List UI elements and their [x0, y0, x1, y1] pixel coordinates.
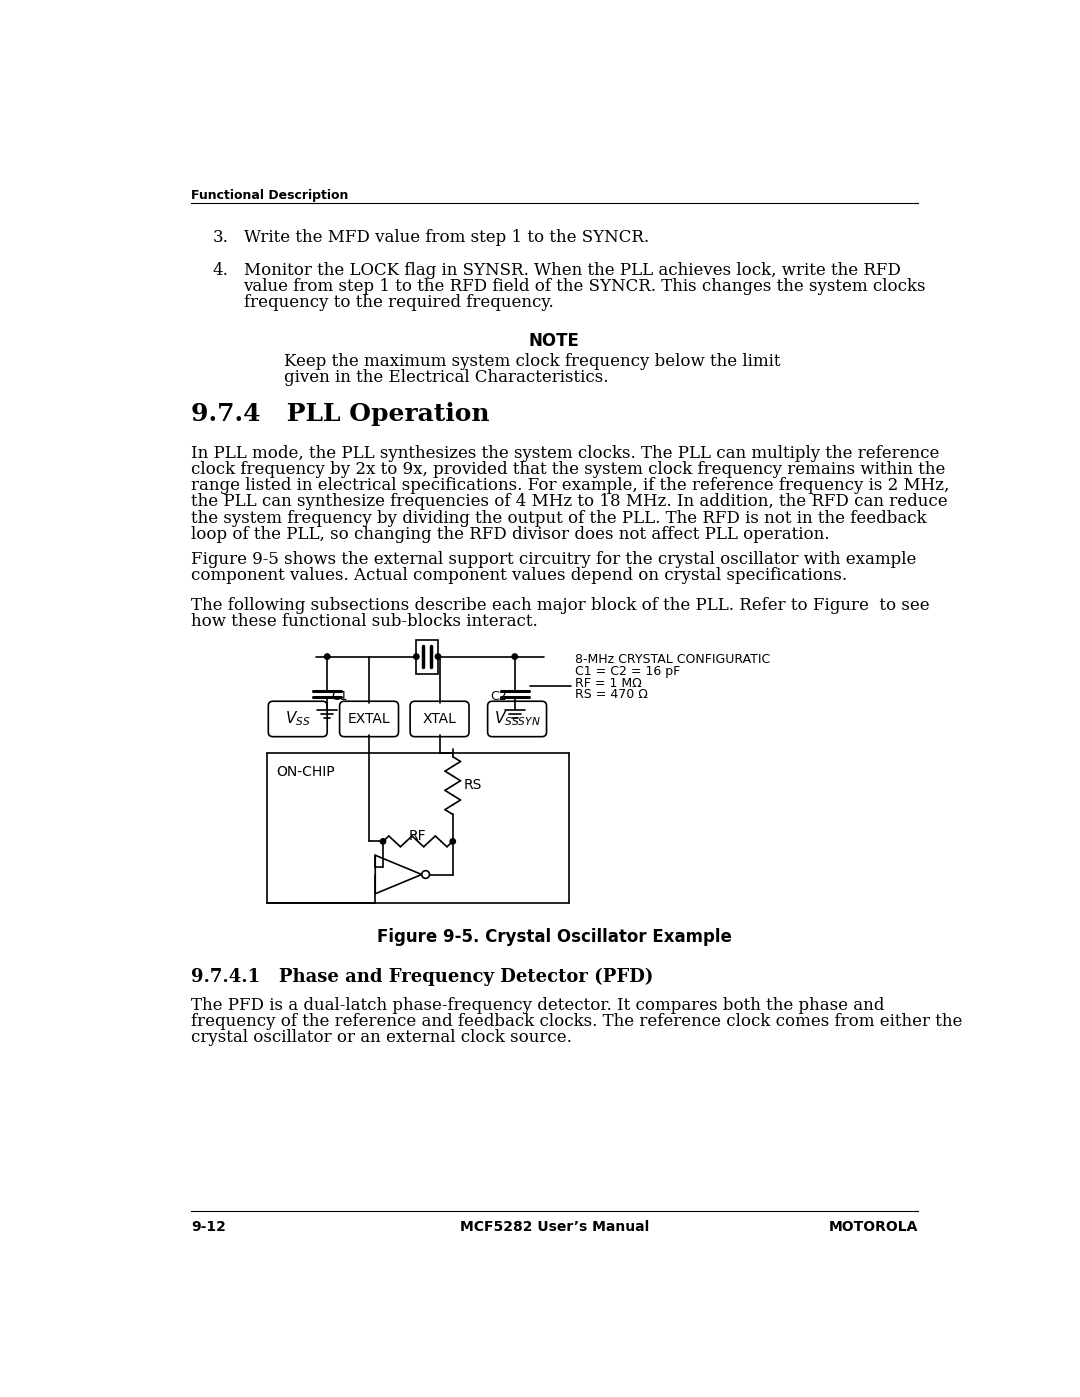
Text: C2: C2 — [490, 690, 507, 703]
Text: In PLL mode, the PLL synthesizes the system clocks. The PLL can multiply the ref: In PLL mode, the PLL synthesizes the sys… — [191, 444, 940, 462]
Polygon shape — [375, 855, 422, 894]
Text: crystal oscillator or an external clock source.: crystal oscillator or an external clock … — [191, 1030, 571, 1046]
Text: C1 = C2 = 16 pF: C1 = C2 = 16 pF — [576, 665, 680, 678]
Circle shape — [422, 870, 430, 879]
Text: RS: RS — [463, 778, 482, 792]
Circle shape — [450, 838, 456, 844]
Text: given in the Electrical Characteristics.: given in the Electrical Characteristics. — [284, 369, 608, 387]
Text: C1: C1 — [332, 690, 348, 703]
Circle shape — [512, 654, 517, 659]
Text: ON-CHIP: ON-CHIP — [276, 766, 335, 780]
FancyBboxPatch shape — [410, 701, 469, 736]
Text: Functional Description: Functional Description — [191, 189, 348, 203]
Text: clock frequency by 2x to 9x, provided that the system clock frequency remains wi: clock frequency by 2x to 9x, provided th… — [191, 461, 945, 478]
Text: RF = 1 MΩ: RF = 1 MΩ — [576, 676, 642, 690]
Text: XTAL: XTAL — [422, 712, 457, 726]
Text: 9.7.4.1   Phase and Frequency Detector (PFD): 9.7.4.1 Phase and Frequency Detector (PF… — [191, 968, 653, 986]
FancyBboxPatch shape — [339, 701, 399, 736]
Text: The PFD is a dual-latch phase-frequency detector. It compares both the phase and: The PFD is a dual-latch phase-frequency … — [191, 997, 885, 1014]
FancyBboxPatch shape — [268, 701, 327, 736]
Text: the system frequency by dividing the output of the PLL. The RFD is not in the fe: the system frequency by dividing the out… — [191, 510, 927, 527]
Text: frequency to the required frequency.: frequency to the required frequency. — [243, 293, 553, 312]
FancyBboxPatch shape — [488, 701, 546, 736]
Circle shape — [435, 654, 441, 659]
Text: RS = 470 Ω: RS = 470 Ω — [576, 689, 648, 701]
Text: 8-MHz CRYSTAL CONFIGURATIC: 8-MHz CRYSTAL CONFIGURATIC — [576, 652, 770, 666]
Text: The following subsections describe each major block of the PLL. Refer to Figure : The following subsections describe each … — [191, 597, 930, 613]
Text: the PLL can synthesize frequencies of 4 MHz to 18 MHz. In addition, the RFD can : the PLL can synthesize frequencies of 4 … — [191, 493, 947, 510]
Text: 3.: 3. — [213, 229, 228, 246]
Circle shape — [324, 654, 329, 659]
Text: MOTOROLA: MOTOROLA — [828, 1220, 918, 1234]
Text: RF: RF — [409, 828, 427, 842]
Text: Keep the maximum system clock frequency below the limit: Keep the maximum system clock frequency … — [284, 353, 780, 370]
Text: value from step 1 to the RFD field of the SYNCR. This changes the system clocks: value from step 1 to the RFD field of th… — [243, 278, 926, 295]
Text: $V_{SS}$: $V_{SS}$ — [285, 710, 311, 728]
Text: NOTE: NOTE — [529, 331, 580, 349]
Circle shape — [414, 654, 419, 659]
Text: loop of the PLL, so changing the RFD divisor does not affect PLL operation.: loop of the PLL, so changing the RFD div… — [191, 525, 829, 542]
Text: Figure 9-5 shows the external support circuitry for the crystal oscillator with : Figure 9-5 shows the external support ci… — [191, 550, 916, 569]
Text: MCF5282 User’s Manual: MCF5282 User’s Manual — [460, 1220, 649, 1234]
Circle shape — [380, 838, 386, 844]
Text: Monitor the LOCK flag in SYNSR. When the PLL achieves lock, write the RFD: Monitor the LOCK flag in SYNSR. When the… — [243, 261, 901, 278]
Text: frequency of the reference and feedback clocks. The reference clock comes from e: frequency of the reference and feedback … — [191, 1013, 962, 1030]
Text: how these functional sub-blocks interact.: how these functional sub-blocks interact… — [191, 613, 538, 630]
Bar — [416, 640, 438, 673]
Text: component values. Actual component values depend on crystal specifications.: component values. Actual component value… — [191, 567, 847, 584]
Text: EXTAL: EXTAL — [348, 712, 390, 726]
Text: Write the MFD value from step 1 to the SYNCR.: Write the MFD value from step 1 to the S… — [243, 229, 649, 246]
Text: 4.: 4. — [213, 261, 228, 278]
Text: range listed in electrical specifications. For example, if the reference frequen: range listed in electrical specification… — [191, 478, 949, 495]
Text: $V_{SSSYN}$: $V_{SSSYN}$ — [494, 710, 541, 728]
Text: Figure 9-5. Crystal Oscillator Example: Figure 9-5. Crystal Oscillator Example — [377, 928, 732, 946]
Text: 9.7.4   PLL Operation: 9.7.4 PLL Operation — [191, 402, 489, 426]
Text: 9-12: 9-12 — [191, 1220, 226, 1234]
